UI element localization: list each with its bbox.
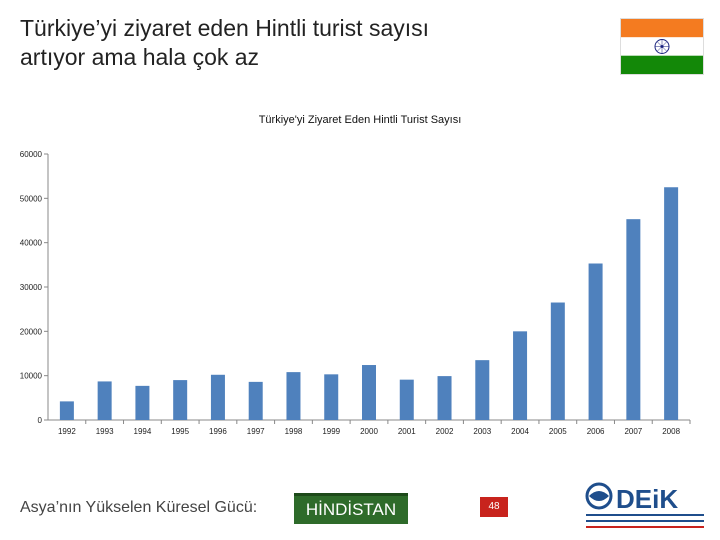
footer-highlight: HİNDİSTAN — [294, 493, 408, 524]
x-tick-label: 2001 — [398, 427, 416, 436]
slide-title-line-2: artıyor ama hala çok az — [20, 44, 260, 70]
bar-2004 — [513, 331, 528, 420]
x-tick-label: 2008 — [662, 427, 680, 436]
bar-2008 — [664, 187, 679, 420]
bar-2005 — [550, 302, 565, 420]
x-tick-label: 1992 — [58, 427, 76, 436]
x-tick-label: 2003 — [473, 427, 491, 436]
slide-title: Türkiye’yi ziyaret eden Hintli turist sa… — [20, 14, 580, 72]
y-tick-label: 0 — [38, 416, 43, 425]
y-tick-label: 50000 — [20, 194, 43, 203]
footer-text: Asya’nın Yükselen Küresel Gücü: — [20, 499, 258, 516]
x-tick-label: 2002 — [436, 427, 454, 436]
bar-1994 — [135, 385, 150, 420]
bar-1995 — [173, 380, 188, 420]
bar-chart: 0 10000 20000 30000 40000 50000 60000 1992 1993 1… — [20, 150, 691, 436]
bar-1993 — [97, 381, 112, 420]
bar-1997 — [248, 381, 263, 420]
y-tick-label: 30000 — [20, 283, 43, 292]
x-tick-label: 1996 — [209, 427, 227, 436]
x-tick-label: 2004 — [511, 427, 529, 436]
x-tick-label: 1993 — [96, 427, 114, 436]
y-tick-label: 10000 — [20, 372, 43, 381]
india-flag-icon — [620, 18, 704, 75]
y-tick-label: 40000 — [20, 239, 43, 248]
bar-2006 — [588, 263, 603, 420]
chart-title: Türkiye'yi Ziyaret Eden Hintli Turist Sa… — [258, 114, 462, 126]
bar-2003 — [475, 360, 490, 420]
bar-1998 — [286, 372, 301, 420]
deik-logo: DEiK — [585, 482, 704, 528]
bar-1996 — [210, 374, 225, 420]
bar-2007 — [626, 219, 641, 420]
x-tick-label: 1995 — [171, 427, 189, 436]
bar-2000 — [362, 365, 376, 420]
bar-2001 — [399, 379, 414, 420]
bar-1992 — [59, 401, 74, 420]
x-tick-label: 2006 — [587, 427, 605, 436]
bar-1999 — [324, 374, 339, 420]
x-tick-label: 2007 — [624, 427, 642, 436]
bar-2002 — [437, 376, 452, 420]
logo-text: DEiK — [616, 484, 678, 514]
x-tick-label: 1998 — [285, 427, 303, 436]
x-tick-label: 1997 — [247, 427, 265, 436]
page-number-badge: 48 — [480, 497, 508, 517]
y-tick-label: 60000 — [20, 150, 43, 159]
x-tick-label: 2005 — [549, 427, 567, 436]
x-tick-label: 1999 — [322, 427, 340, 436]
slide-title-line-1: Türkiye’yi ziyaret eden Hintli turist sa… — [20, 15, 430, 41]
x-tick-label: 1994 — [134, 427, 152, 436]
x-tick-label: 2000 — [360, 427, 378, 436]
y-tick-label: 20000 — [20, 327, 43, 336]
